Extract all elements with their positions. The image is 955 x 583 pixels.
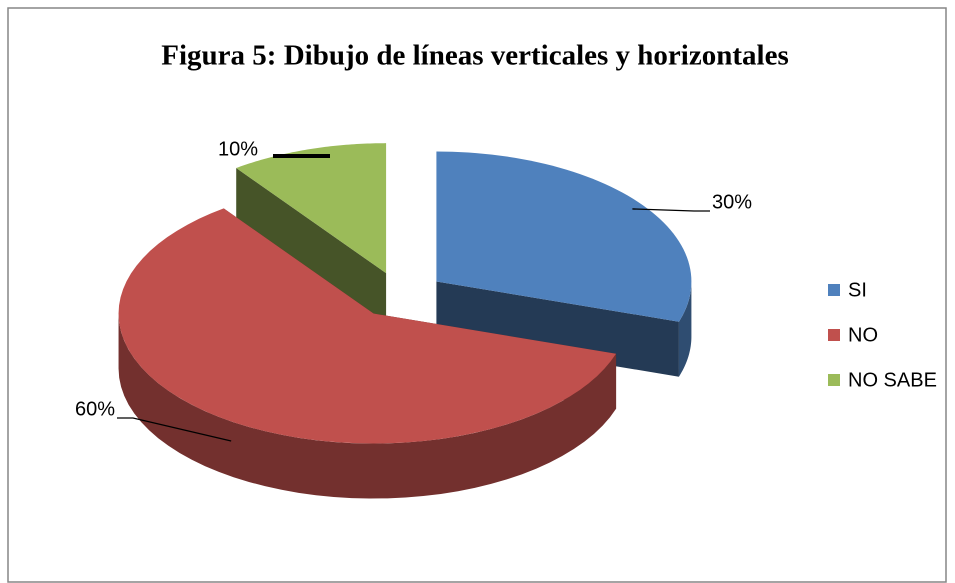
leader-line xyxy=(117,417,232,442)
legend-swatch xyxy=(828,329,840,341)
legend-swatch xyxy=(828,374,840,386)
data-label: 30% xyxy=(712,191,752,213)
chart-title: Figura 5: Dibujo de líneas verticales y … xyxy=(161,40,788,72)
pie-slice xyxy=(436,151,692,322)
leader-line xyxy=(632,208,710,212)
legend-swatch xyxy=(828,284,840,296)
pie-slice xyxy=(236,143,387,274)
slice-wall xyxy=(678,281,692,377)
slice-side xyxy=(436,281,679,377)
slice-wall xyxy=(118,313,617,499)
pie-slice xyxy=(118,208,617,444)
legend-label: NO xyxy=(848,324,878,346)
data-label: 60% xyxy=(75,398,115,420)
slice-side xyxy=(236,168,387,329)
legend-label: NO SABE xyxy=(848,369,937,391)
data-label: 10% xyxy=(218,138,258,160)
legend-label: SI xyxy=(848,279,867,301)
